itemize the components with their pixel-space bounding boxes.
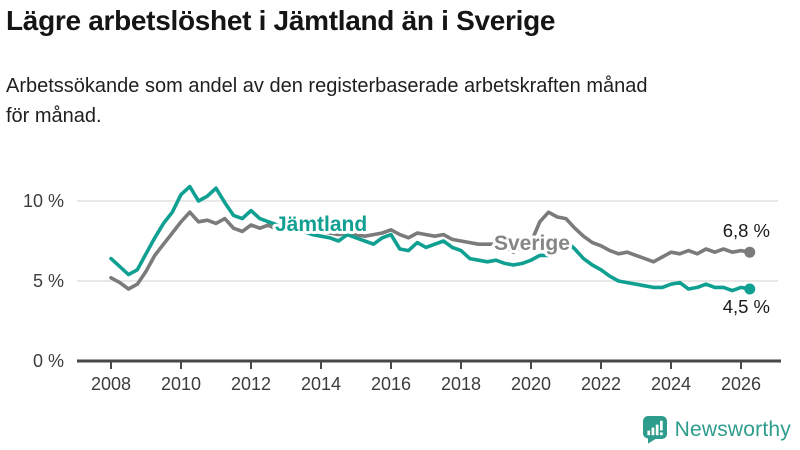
page-title: Lägre arbetslöshet i Jämtland än i Sveri… bbox=[6, 5, 556, 36]
series-label-jämtland: Jämtland bbox=[275, 213, 367, 236]
chart-subtitle: Arbetssökande som andel av den registerb… bbox=[6, 71, 648, 131]
x-tick-label-2018: 2018 bbox=[441, 374, 481, 394]
x-tick-label-2012: 2012 bbox=[231, 374, 271, 394]
x-tick-label-2020: 2020 bbox=[511, 374, 551, 394]
x-tick-label-2024: 2024 bbox=[651, 374, 691, 394]
series-label-sverige: Sverige bbox=[494, 232, 570, 255]
x-tick-label-2016: 2016 bbox=[371, 374, 411, 394]
end-value-label-jämtland: 4,5 % bbox=[723, 296, 770, 317]
newsworthy-brand-text: Newsworthy bbox=[674, 418, 791, 441]
subtitle-line-1: Arbetssökande som andel av den registerb… bbox=[6, 75, 648, 97]
y-tick-label-10: 10 % bbox=[23, 191, 64, 211]
series-line-sverige bbox=[109, 210, 752, 291]
subtitle-line-2: för månad. bbox=[6, 105, 102, 127]
y-tick-label-5: 5 % bbox=[33, 271, 64, 291]
newsworthy-speech-bubble-barchart-icon bbox=[642, 416, 667, 444]
series-line-jämtland bbox=[109, 184, 752, 293]
end-value-label-sverige: 6,8 % bbox=[723, 220, 770, 241]
x-tick-label-2026: 2026 bbox=[721, 374, 761, 394]
y-tick-label-0: 0 % bbox=[33, 351, 64, 371]
x-tick-label-2022: 2022 bbox=[581, 374, 621, 394]
x-tick-label-2010: 2010 bbox=[161, 374, 201, 394]
x-tick-label-2014: 2014 bbox=[301, 374, 341, 394]
series-end-dot-sverige bbox=[744, 246, 756, 258]
newsworthy-logo[interactable]: Newsworthy bbox=[642, 416, 791, 444]
x-tick-label-2008: 2008 bbox=[91, 374, 131, 394]
series-end-dot-jämtland bbox=[744, 283, 756, 295]
